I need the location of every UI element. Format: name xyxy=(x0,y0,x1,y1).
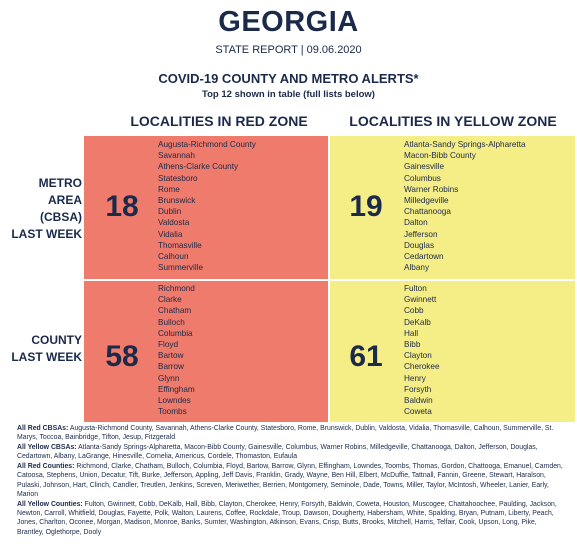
footnotes: All Red CBSAs: Augusta-Richmond County, … xyxy=(17,424,565,538)
row-label-line: LAST WEEK xyxy=(11,350,82,364)
county-yellow-list: Fulton Gwinnett Cobb DeKalb Hall Bibb Clayton C… xyxy=(404,283,440,417)
list-item: Athens-Clarke County xyxy=(158,162,239,172)
metro-yellow-list: Atlanta-Sandy Springs-Alpharetta Macon-Bi… xyxy=(404,139,526,273)
footnote-label: All Yellow Counties: xyxy=(17,500,83,508)
alerts-heading: COVID-19 COUNTY AND METRO ALERTS* xyxy=(158,71,419,86)
list-item: Savannah xyxy=(158,151,195,161)
list-item: Barrow xyxy=(158,362,184,372)
row-label-county: COUNTY LAST WEEK xyxy=(0,332,82,366)
footnote-text: Augusta-Richmond County, Savannah, Athen… xyxy=(17,425,554,442)
footnote-yellow-counties: All Yellow Counties: Fulton, Gwinnett, C… xyxy=(17,500,565,537)
list-item: Hall xyxy=(404,328,419,338)
list-item: Augusta-Richmond County xyxy=(158,140,256,149)
metro-red-cell xyxy=(84,136,328,279)
footnote-red-cbsas: All Red CBSAs: Augusta-Richmond County, … xyxy=(17,424,565,443)
county-yellow-count: 61 xyxy=(349,340,383,373)
list-item: Clayton xyxy=(404,351,432,361)
county-red-count: 58 xyxy=(105,340,139,373)
list-item: Rome xyxy=(158,184,180,194)
list-item: Cherokee xyxy=(404,362,440,372)
list-item: Summerville xyxy=(158,263,204,273)
list-item: Vidalia xyxy=(158,229,183,239)
footnote-text: Fulton, Gwinnett, Cobb, DeKalb, Hall, Bi… xyxy=(17,500,557,536)
list-item: Chatham xyxy=(158,306,192,316)
list-item: Thomasville xyxy=(158,240,202,250)
list-item: Calhoun xyxy=(158,252,189,262)
list-item: Fulton xyxy=(404,284,427,293)
county-red-list: Richmond Clarke Chatham Bulloch Columbia Floy… xyxy=(158,283,195,417)
list-item: Albany xyxy=(404,263,430,273)
list-item: Clarke xyxy=(158,295,182,305)
list-item: Coweta xyxy=(404,407,432,417)
list-item: Macon-Bibb County xyxy=(404,151,476,161)
list-item: Gwinnett xyxy=(404,295,437,305)
list-item: Dublin xyxy=(158,207,182,217)
list-item: Valdosta xyxy=(158,218,190,228)
report-title: GEORGIA xyxy=(218,6,359,38)
list-item: Lowndes xyxy=(158,396,191,406)
footnote-label: All Red CBSAs: xyxy=(17,425,69,432)
row-label-line: (CBSA) xyxy=(40,210,82,224)
report-subtitle: STATE REPORT | 09.06.2020 xyxy=(215,44,362,56)
metro-red-list: Augusta-Richmond County Savannah Athens-Cl… xyxy=(158,139,256,273)
list-item: Cedartown xyxy=(404,252,444,262)
footnote-red-counties: All Red Counties: Richmond, Clarke, Chat… xyxy=(17,462,565,499)
list-item: Douglas xyxy=(404,240,435,250)
county-red-cell xyxy=(84,281,328,422)
list-item: Henry xyxy=(404,373,426,383)
row-label-line: LAST WEEK xyxy=(11,227,82,241)
list-item: Atlanta-Sandy Springs-Alpharetta xyxy=(404,140,526,149)
list-item: Statesboro xyxy=(158,173,198,183)
list-item: Cobb xyxy=(404,306,424,316)
list-item: Toombs xyxy=(158,407,187,417)
list-item: Bibb xyxy=(404,340,421,350)
list-item: Bartow xyxy=(158,351,184,361)
list-item: Bulloch xyxy=(158,317,185,327)
list-item: Forsyth xyxy=(404,384,432,394)
list-item: Glynn xyxy=(158,373,180,383)
list-item: Richmond xyxy=(158,284,195,293)
list-item: Jefferson xyxy=(404,229,438,239)
list-item: Dalton xyxy=(404,218,428,228)
row-label-line: COUNTY xyxy=(31,333,82,347)
footnote-text: Richmond, Clarke, Chatham, Bulloch, Colu… xyxy=(17,463,563,499)
list-item: Milledgeville xyxy=(404,196,449,206)
footnote-yellow-cbsas: All Yellow CBSAs: Atlanta-Sandy Springs-… xyxy=(17,443,565,462)
metro-yellow-count: 19 xyxy=(349,190,383,223)
footnote-label: All Yellow CBSAs: xyxy=(17,444,77,452)
list-item: Baldwin xyxy=(404,396,433,406)
list-item: Columbus xyxy=(404,173,441,183)
footnote-text: Atlanta-Sandy Springs-Alpharetta, Macon-… xyxy=(17,444,538,461)
metro-red-count: 18 xyxy=(105,190,139,223)
list-item: Effingham xyxy=(158,384,195,394)
list-item: Warner Robins xyxy=(404,184,459,194)
alerts-subheading: Top 12 shown in table (full lists below) xyxy=(202,89,375,100)
list-item: Columbia xyxy=(158,328,193,338)
county-yellow-cell xyxy=(330,281,575,422)
list-item: Gainesville xyxy=(404,162,445,172)
yellow-zone-column-header: LOCALITIES IN YELLOW ZONE xyxy=(349,113,557,129)
metro-yellow-cell xyxy=(330,136,575,279)
red-zone-column-header: LOCALITIES IN RED ZONE xyxy=(130,113,308,129)
list-item: Chattanooga xyxy=(404,207,451,217)
row-label-line: AREA xyxy=(47,193,82,207)
list-item: Brunswick xyxy=(158,196,196,206)
list-item: Floyd xyxy=(158,340,179,350)
list-item: DeKalb xyxy=(404,317,431,327)
row-label-metro: METRO AREA (CBSA) LAST WEEK xyxy=(0,175,82,243)
footnote-label: All Red Counties: xyxy=(17,463,75,471)
row-label-line: METRO xyxy=(38,176,82,190)
